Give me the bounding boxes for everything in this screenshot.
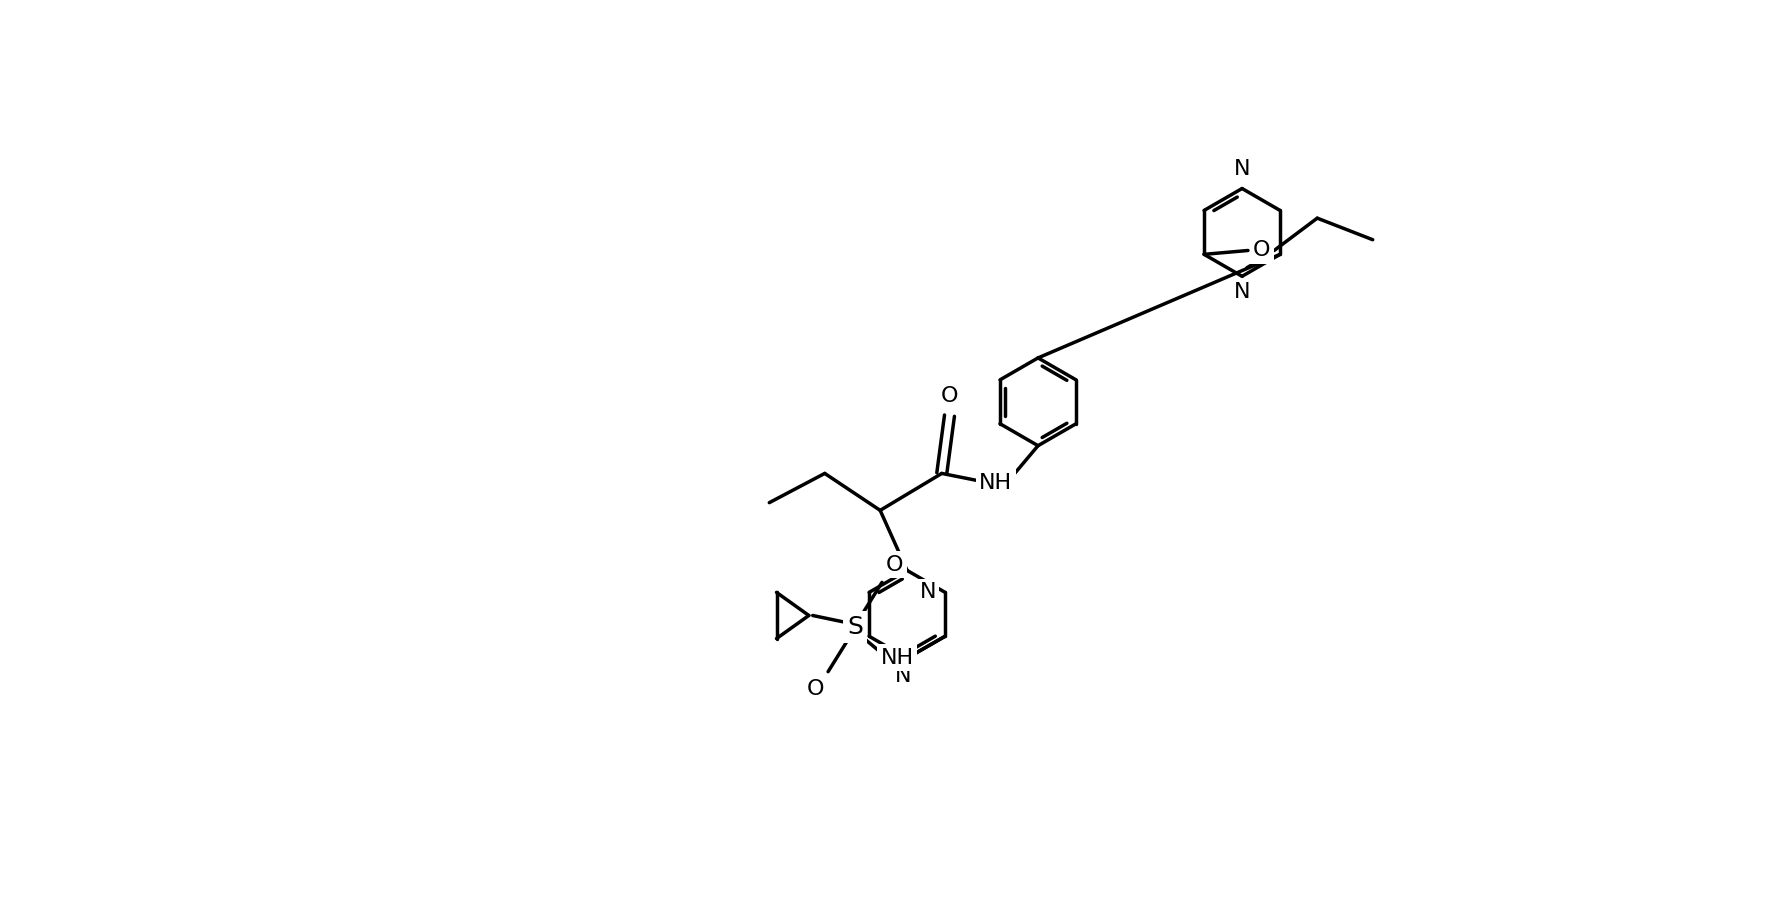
Text: NH: NH xyxy=(881,648,913,668)
Text: N: N xyxy=(1234,159,1250,179)
Text: O: O xyxy=(1253,240,1271,260)
Text: O: O xyxy=(807,680,825,700)
Text: O: O xyxy=(940,387,958,407)
Text: NH: NH xyxy=(979,472,1012,492)
Text: O: O xyxy=(885,555,903,575)
Text: N: N xyxy=(1234,282,1250,302)
Text: S: S xyxy=(848,615,864,639)
Text: N: N xyxy=(919,582,936,602)
Text: N: N xyxy=(896,666,912,686)
